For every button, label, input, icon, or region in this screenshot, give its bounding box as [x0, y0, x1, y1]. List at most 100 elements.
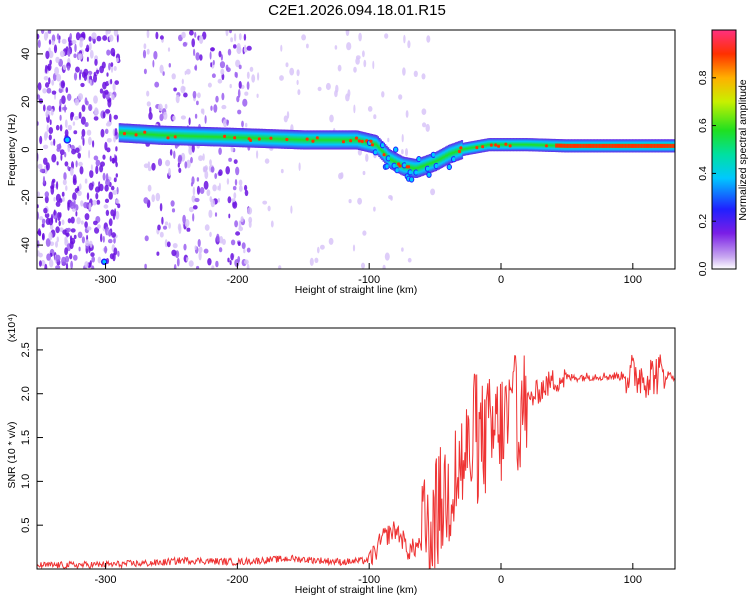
- ridge-core: [575, 143, 578, 148]
- noise-speckle: [113, 66, 117, 71]
- ridge-band: [516, 138, 519, 152]
- noise-speckle: [96, 35, 102, 42]
- noise-speckle: [112, 157, 116, 164]
- ridge-band: [210, 127, 213, 147]
- noise-speckle: [196, 265, 200, 269]
- noise-speckle: [102, 154, 106, 160]
- noise-speckle: [401, 149, 404, 155]
- ridge-band: [487, 138, 490, 152]
- ridge-core: [652, 143, 655, 148]
- noise-speckle: [115, 173, 119, 178]
- noise-speckle: [234, 71, 237, 78]
- x-tick-label: 100: [624, 574, 642, 586]
- noise-speckle: [210, 198, 215, 208]
- ridge-band: [340, 130, 343, 150]
- ridge-band: [424, 155, 427, 175]
- ridge-core: [634, 143, 638, 148]
- noise-speckle: [78, 246, 81, 252]
- x-tick-label: -200: [226, 574, 248, 586]
- noise-speckle: [108, 191, 113, 200]
- noise-speckle: [37, 230, 42, 235]
- noise-speckle: [280, 168, 284, 174]
- noise-speckle: [46, 253, 51, 261]
- spectrogram-y-ticks: -40 -20 0 20 40: [20, 48, 43, 253]
- noise-speckle: [403, 34, 406, 44]
- ridge-band: [443, 147, 446, 167]
- noise-speckle: [51, 79, 55, 86]
- noise-speckle: [220, 54, 223, 61]
- noise-speckle: [151, 162, 156, 171]
- noise-speckle: [225, 64, 229, 71]
- noise-speckle: [148, 111, 153, 120]
- ridge-core: [666, 143, 669, 148]
- ridge-band: [252, 128, 255, 148]
- noise-speckle: [41, 218, 46, 225]
- noise-speckle: [227, 257, 230, 263]
- noise-speckle: [188, 260, 194, 267]
- ridge-band: [510, 138, 513, 152]
- noise-speckle: [168, 167, 171, 177]
- noise-speckle: [49, 259, 54, 268]
- noise-speckle: [108, 34, 114, 42]
- ridge-band: [244, 128, 248, 148]
- noise-speckle: [103, 204, 109, 209]
- ridge-band: [468, 141, 471, 155]
- noise-speckle: [154, 81, 160, 88]
- ridge-core: [559, 143, 562, 148]
- ridge-core: [592, 143, 596, 148]
- noise-speckle: [296, 79, 299, 86]
- noise-speckle: [45, 162, 50, 171]
- ridge-hotspot: [349, 139, 353, 143]
- noise-speckle: [362, 50, 365, 58]
- noise-speckle: [56, 143, 62, 150]
- noise-speckle: [229, 260, 232, 266]
- ridge-core: [632, 143, 635, 148]
- noise-speckle: [143, 197, 149, 204]
- noise-speckle: [37, 191, 41, 197]
- noise-speckle: [232, 186, 237, 191]
- noise-speckle: [40, 30, 45, 34]
- ridge-band: [375, 135, 378, 155]
- noise-speckle: [186, 227, 191, 232]
- noise-speckle: [62, 106, 68, 111]
- ridge-band: [295, 130, 298, 150]
- ridge-band: [426, 155, 429, 175]
- noise-speckle: [159, 203, 163, 212]
- ridge-band: [527, 138, 530, 152]
- noise-speckle: [79, 166, 84, 175]
- noise-speckle: [234, 220, 239, 228]
- ridge-hotspot: [122, 132, 127, 136]
- ridge-hotspot: [360, 139, 364, 143]
- ridge-band: [433, 152, 436, 172]
- noise-speckle: [94, 108, 99, 115]
- noise-speckle: [89, 170, 94, 178]
- noise-speckle: [373, 114, 377, 120]
- ridge-band: [194, 126, 197, 146]
- noise-speckle: [88, 42, 92, 51]
- ridge-band: [263, 128, 266, 148]
- noise-speckle: [183, 92, 188, 98]
- noise-speckle: [192, 205, 198, 210]
- ridge-core: [656, 143, 659, 148]
- ridge-band: [376, 136, 379, 156]
- noise-speckle: [55, 56, 60, 64]
- ridge-hotspot: [285, 137, 289, 142]
- noise-speckle: [257, 72, 260, 81]
- noise-speckle: [298, 162, 301, 171]
- ridge-band: [120, 123, 123, 143]
- noise-speckle: [70, 111, 75, 118]
- ridge-hotspot: [457, 149, 462, 154]
- noise-speckle: [53, 44, 58, 54]
- noise-speckle: [102, 111, 106, 119]
- y-tick-label: 2.0: [20, 386, 32, 401]
- ridge-band: [514, 138, 517, 152]
- noise-speckle: [55, 265, 61, 269]
- noise-speckle: [113, 114, 119, 120]
- noise-speckle: [278, 265, 282, 269]
- ridge-hotspot: [233, 136, 237, 140]
- ridge-core: [561, 143, 564, 148]
- noise-speckle: [65, 262, 69, 269]
- noise-speckle: [270, 220, 274, 228]
- noise-speckle: [188, 206, 194, 213]
- noise-speckle: [64, 119, 68, 128]
